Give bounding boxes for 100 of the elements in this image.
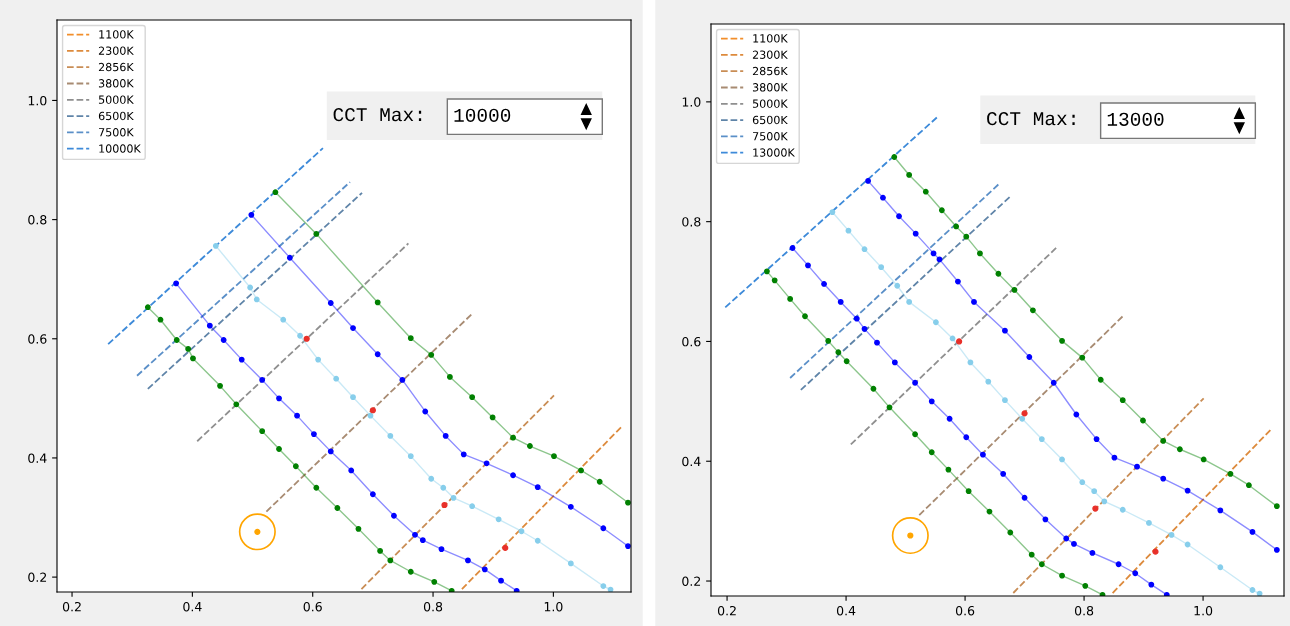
point: [1019, 415, 1026, 422]
point: [1038, 561, 1045, 568]
point: [440, 484, 447, 491]
point: [967, 359, 974, 366]
point: [428, 475, 435, 482]
point: [912, 230, 919, 237]
point: [930, 250, 937, 257]
point: [985, 378, 992, 385]
y-tick-label: 0.6: [28, 334, 47, 344]
point: [870, 385, 877, 392]
point: [802, 313, 808, 320]
legend-label: 3800K: [98, 79, 134, 88]
point: [1091, 488, 1098, 495]
point: [173, 280, 180, 287]
point: [1217, 507, 1224, 514]
point: [469, 394, 476, 401]
point: [1021, 410, 1028, 417]
point: [446, 373, 453, 380]
point: [1063, 535, 1070, 542]
point: [315, 356, 322, 363]
point: [157, 316, 164, 323]
point: [407, 453, 414, 460]
point: [450, 494, 457, 501]
point: [217, 382, 223, 389]
point: [431, 578, 438, 585]
point: [350, 325, 356, 331]
y-tick-label: 1.0: [682, 97, 701, 107]
legend-label: 1100K: [99, 30, 134, 39]
y-tick-label: 0.4: [682, 456, 701, 467]
point: [843, 358, 850, 365]
y-tick-label: 0.4: [28, 453, 47, 463]
point: [1168, 531, 1175, 538]
point: [945, 466, 952, 473]
point: [1140, 417, 1146, 424]
point: [1007, 529, 1014, 536]
legend-label: 13000K: [753, 148, 795, 157]
x-tick-label: 0.4: [836, 605, 856, 616]
point: [764, 268, 770, 275]
point: [297, 332, 303, 339]
point: [1146, 520, 1152, 526]
point: [787, 296, 794, 302]
point: [280, 316, 287, 323]
point: [600, 583, 607, 589]
point: [1200, 456, 1207, 463]
point: [334, 505, 341, 511]
point: [1059, 456, 1065, 463]
y-tick-label: 0.6: [682, 336, 701, 347]
point: [348, 467, 355, 474]
point: [510, 472, 516, 479]
point: [1000, 470, 1007, 477]
point: [1002, 327, 1008, 334]
point: [878, 264, 885, 271]
point: [977, 250, 983, 257]
x-tick-label: 0.8: [1074, 605, 1094, 616]
point: [865, 178, 872, 184]
annotation: 10000: [454, 108, 511, 122]
point: [1042, 516, 1049, 523]
point: [259, 428, 266, 435]
point: [534, 537, 541, 544]
point: [185, 345, 192, 352]
point: [1050, 379, 1057, 386]
point: [399, 376, 406, 383]
point: [1059, 572, 1065, 579]
point: [502, 544, 509, 552]
point: [438, 546, 445, 553]
point: [1073, 411, 1080, 418]
point: [891, 154, 898, 160]
point: [292, 463, 299, 470]
point: [367, 412, 374, 419]
x-tick-label: 0.6: [955, 605, 975, 616]
y-tick-label: 0.2: [28, 572, 47, 583]
legend-label: 7500K: [99, 128, 134, 137]
point: [1079, 479, 1086, 486]
point: [578, 467, 584, 474]
point: [374, 299, 381, 306]
point: [391, 512, 397, 519]
legend-label: 3800K: [752, 83, 788, 92]
point: [276, 395, 282, 402]
point: [886, 404, 893, 411]
point: [1011, 287, 1018, 293]
point: [835, 349, 842, 356]
legend-label: 2300K: [752, 50, 788, 59]
point: [825, 337, 832, 344]
point: [534, 484, 541, 491]
point: [253, 296, 260, 303]
y-tick-label: 0.2: [682, 576, 701, 586]
point: [928, 398, 935, 405]
point: [567, 503, 574, 510]
point: [233, 401, 240, 408]
point: [206, 322, 213, 329]
point: [247, 284, 254, 291]
point: [248, 211, 255, 218]
point: [625, 499, 631, 506]
point: [1071, 540, 1077, 547]
point: [845, 227, 852, 234]
point: [789, 245, 796, 251]
point: [1059, 337, 1065, 344]
point: [932, 319, 939, 326]
point: [971, 298, 977, 305]
point: [259, 376, 266, 383]
